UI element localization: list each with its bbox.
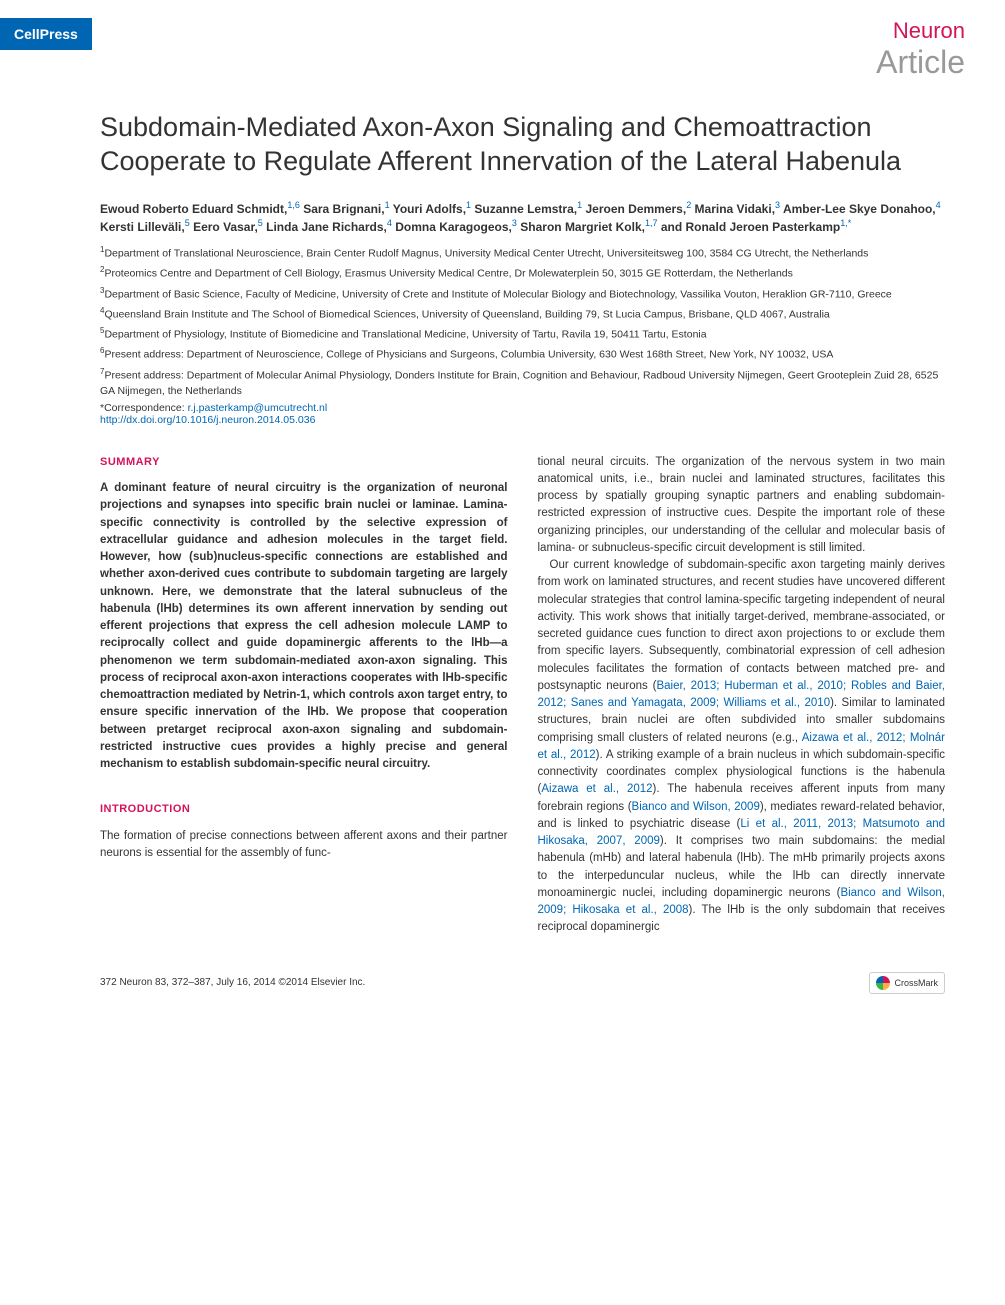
author-affiliation-ref: 1,6 (287, 200, 300, 210)
author: Eero Vasar,5 (193, 220, 263, 234)
correspondence-label: *Correspondence: (100, 402, 188, 414)
author: Marina Vidaki,3 (695, 202, 781, 216)
author: Youri Adolfs,1 (393, 202, 471, 216)
summary-heading: SUMMARY (100, 454, 508, 471)
author-affiliation-ref: 1,* (840, 218, 851, 228)
right-column: tional neural circuits. The organization… (538, 454, 946, 937)
affiliation: 7Present address: Department of Molecula… (100, 366, 945, 400)
article-title: Subdomain-Mediated Axon-Axon Signaling a… (100, 111, 945, 179)
author: Sharon Margriet Kolk,1,7 (520, 220, 657, 234)
author-affiliation-ref: 1,7 (645, 218, 658, 228)
affiliation-list: 1Department of Translational Neuroscienc… (100, 244, 945, 400)
footer-citation: 372 Neuron 83, 372–387, July 16, 2014 ©2… (100, 977, 365, 988)
crossmark-label: CrossMark (894, 978, 938, 988)
author: Suzanne Lemstra,1 (474, 202, 582, 216)
author: Domna Karagogeos,3 (395, 220, 517, 234)
correspondence-email-link[interactable]: r.j.pasterkamp@umcutrecht.nl (188, 402, 328, 414)
journal-block: Neuron Article (876, 18, 965, 81)
intro-para-2: tional neural circuits. The organization… (538, 454, 946, 558)
doi-link[interactable]: http://dx.doi.org/10.1016/j.neuron.2014.… (100, 414, 315, 426)
author-affiliation-ref: 5 (258, 218, 263, 228)
affiliation: 1Department of Translational Neuroscienc… (100, 244, 945, 262)
crossmark-badge[interactable]: CrossMark (869, 972, 945, 994)
header-bar: CellPress Neuron Article (0, 0, 1005, 81)
author-affiliation-ref: 2 (686, 200, 691, 210)
affiliation-number: 3 (100, 286, 104, 295)
affiliation-number: 1 (100, 245, 104, 254)
author-affiliation-ref: 5 (185, 218, 190, 228)
intro-para-1: The formation of precise connections bet… (100, 828, 508, 863)
author-affiliation-ref: 3 (512, 218, 517, 228)
author: Kersti Lilleväli,5 (100, 220, 190, 234)
affiliation-number: 7 (100, 367, 104, 376)
introduction-heading: INTRODUCTION (100, 801, 508, 818)
author: Amber-Lee Skye Donahoo,4 (783, 202, 941, 216)
author-affiliation-ref: 3 (775, 200, 780, 210)
body-columns: SUMMARY A dominant feature of neural cir… (100, 454, 945, 937)
author-list: Ewoud Roberto Eduard Schmidt,1,6 Sara Br… (100, 199, 945, 237)
affiliation: 3Department of Basic Science, Faculty of… (100, 285, 945, 303)
author-affiliation-ref: 1 (577, 200, 582, 210)
article-type: Article (876, 44, 965, 81)
affiliation: 6Present address: Department of Neurosci… (100, 345, 945, 363)
author: Jeroen Demmers,2 (585, 202, 691, 216)
affiliation-number: 2 (100, 265, 104, 274)
affiliation: 2Proteomics Centre and Department of Cel… (100, 264, 945, 282)
affiliation: 4Queensland Brain Institute and The Scho… (100, 305, 945, 323)
affiliation: 5Department of Physiology, Institute of … (100, 325, 945, 343)
citation-link[interactable]: Aizawa et al., 2012 (541, 783, 652, 795)
summary-text: A dominant feature of neural circuitry i… (100, 480, 508, 773)
left-column: SUMMARY A dominant feature of neural cir… (100, 454, 508, 937)
intro-para-3: Our current knowledge of subdomain-speci… (538, 557, 946, 937)
author-affiliation-ref: 1 (385, 200, 390, 210)
affiliation-number: 4 (100, 306, 104, 315)
journal-name: Neuron (876, 18, 965, 44)
footer: 372 Neuron 83, 372–387, July 16, 2014 ©2… (0, 957, 1005, 1014)
affiliation-number: 6 (100, 346, 104, 355)
doi: http://dx.doi.org/10.1016/j.neuron.2014.… (100, 414, 945, 426)
correspondence: *Correspondence: r.j.pasterkamp@umcutrec… (100, 402, 945, 414)
author-affiliation-ref: 4 (936, 200, 941, 210)
author-affiliation-ref: 4 (387, 218, 392, 228)
publisher-tab: CellPress (0, 18, 92, 50)
crossmark-icon (876, 976, 890, 990)
author: and Ronald Jeroen Pasterkamp1,* (661, 220, 851, 234)
author: Linda Jane Richards,4 (266, 220, 392, 234)
author: Sara Brignani,1 (303, 202, 389, 216)
content: Subdomain-Mediated Axon-Axon Signaling a… (0, 81, 1005, 957)
affiliation-number: 5 (100, 326, 104, 335)
author: Ewoud Roberto Eduard Schmidt,1,6 (100, 202, 300, 216)
citation-link[interactable]: Bianco and Wilson, 2009 (632, 801, 760, 813)
intro-text-seg: Our current knowledge of subdomain-speci… (538, 559, 946, 692)
author-affiliation-ref: 1 (466, 200, 471, 210)
